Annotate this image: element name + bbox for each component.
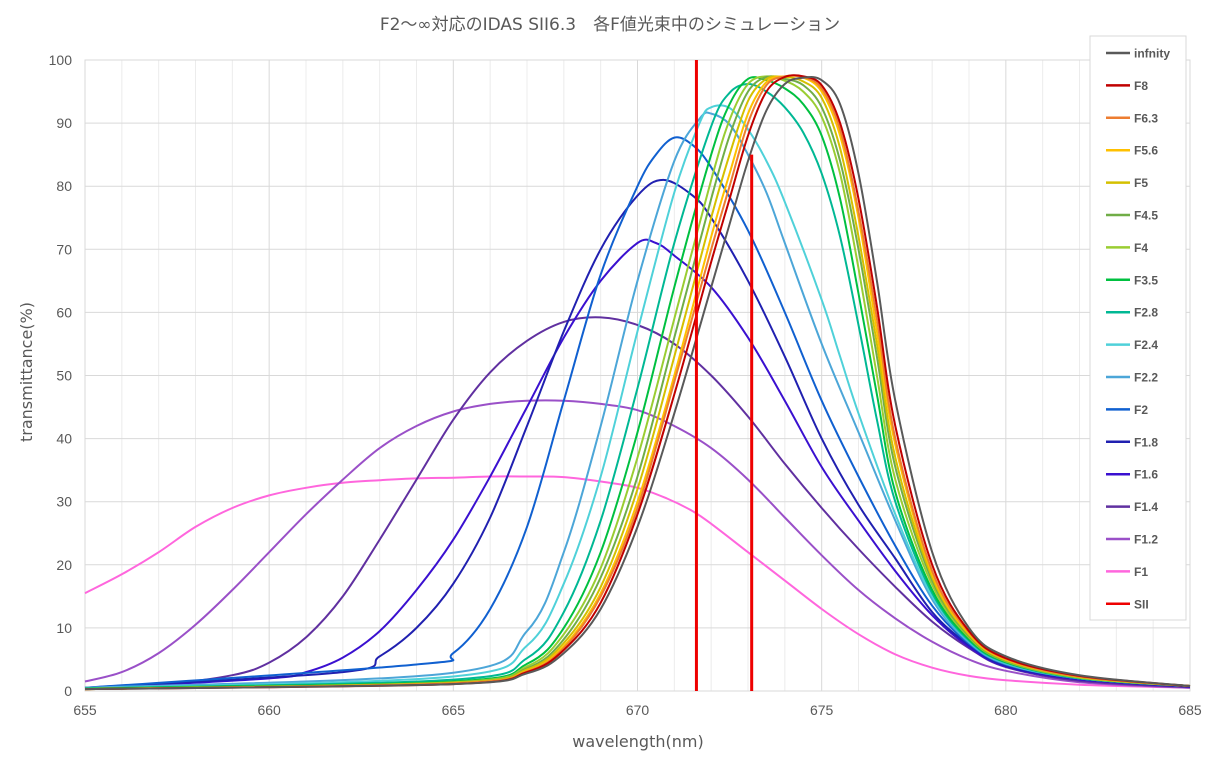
y-tick-label: 50: [56, 368, 72, 384]
x-axis-ticks: 655 660 665 670 675 680 685: [73, 702, 1202, 718]
legend: infnity F8 F6.3 F5.6 F5 F4.5 F4 F3.5 F2.8 F2.4 F2.…: [1089, 35, 1187, 621]
chart-title: F2～∞対応のIDAS SII6.3 各F値光束中のシミュレーション: [380, 15, 840, 35]
legend-entry: infnity: [1134, 47, 1170, 61]
y-tick-label: 40: [56, 431, 72, 447]
series-line-f2-2: [84, 111, 1191, 689]
legend-entry: F2.2: [1134, 371, 1158, 385]
legend-entry: F3.5: [1134, 273, 1158, 287]
series-line-infnity: [84, 76, 1191, 691]
legend-entry: F1: [1134, 565, 1148, 579]
series-line-f1-4: [84, 316, 1191, 689]
plot-area: [84, 59, 1191, 692]
series-line-f1-8: [84, 178, 1191, 689]
series-line-f2-8: [84, 82, 1191, 690]
legend-box: [1089, 35, 1187, 621]
series-line-f1: [84, 475, 1191, 689]
legend-entry: F2: [1134, 403, 1148, 417]
x-tick-label: 675: [810, 702, 834, 718]
series-line-f5: [84, 75, 1191, 691]
y-tick-label: 30: [56, 494, 72, 510]
x-tick-label: 665: [442, 702, 466, 718]
legend-entry: F5: [1134, 176, 1148, 190]
series-line-f2-4: [84, 104, 1191, 690]
series-line-f1-6: [84, 238, 1191, 690]
series-line-f5-6: [84, 74, 1191, 691]
y-tick-label: 100: [49, 52, 73, 68]
legend-entry: F2.8: [1134, 306, 1158, 320]
y-tick-label: 70: [56, 241, 72, 257]
y-tick-label: 60: [56, 304, 72, 320]
sii-lines: [694, 60, 754, 691]
legend-entry: F5.6: [1134, 144, 1158, 158]
x-tick-label: 670: [626, 702, 650, 718]
y-tick-label: 10: [56, 620, 72, 636]
series-line-f6-3: [84, 74, 1191, 691]
y-axis-ticks: 0 10 20 30 40 50 60 70 80 90 100: [49, 52, 73, 699]
x-tick-label: 660: [257, 702, 281, 718]
y-tick-label: 90: [56, 115, 72, 131]
legend-entry: SII: [1134, 597, 1149, 611]
series-line-f1-2: [84, 399, 1191, 689]
series-layer: [84, 74, 1191, 691]
legend-entry: F1.6: [1134, 468, 1158, 482]
y-tick-label: 20: [56, 557, 72, 573]
x-axis-label: wavelength(nm): [572, 732, 703, 751]
x-tick-label: 655: [73, 702, 97, 718]
legend-entry: F8: [1134, 79, 1148, 93]
legend-entry: F4.5: [1134, 209, 1158, 223]
legend-entry: F1.8: [1134, 435, 1158, 449]
x-tick-label: 680: [994, 702, 1018, 718]
y-tick-label: 80: [56, 178, 72, 194]
legend-entry: F2.4: [1134, 338, 1158, 352]
legend-entry: F1.2: [1134, 533, 1158, 547]
legend-entry: F1.4: [1134, 500, 1158, 514]
x-tick-label: 685: [1178, 702, 1202, 718]
legend-entry: F6.3: [1134, 111, 1158, 125]
series-line-f8: [84, 74, 1191, 691]
legend-entry: F4: [1134, 241, 1148, 255]
y-tick-label: 0: [64, 683, 72, 699]
y-axis-label: transmittance(%): [17, 302, 36, 442]
